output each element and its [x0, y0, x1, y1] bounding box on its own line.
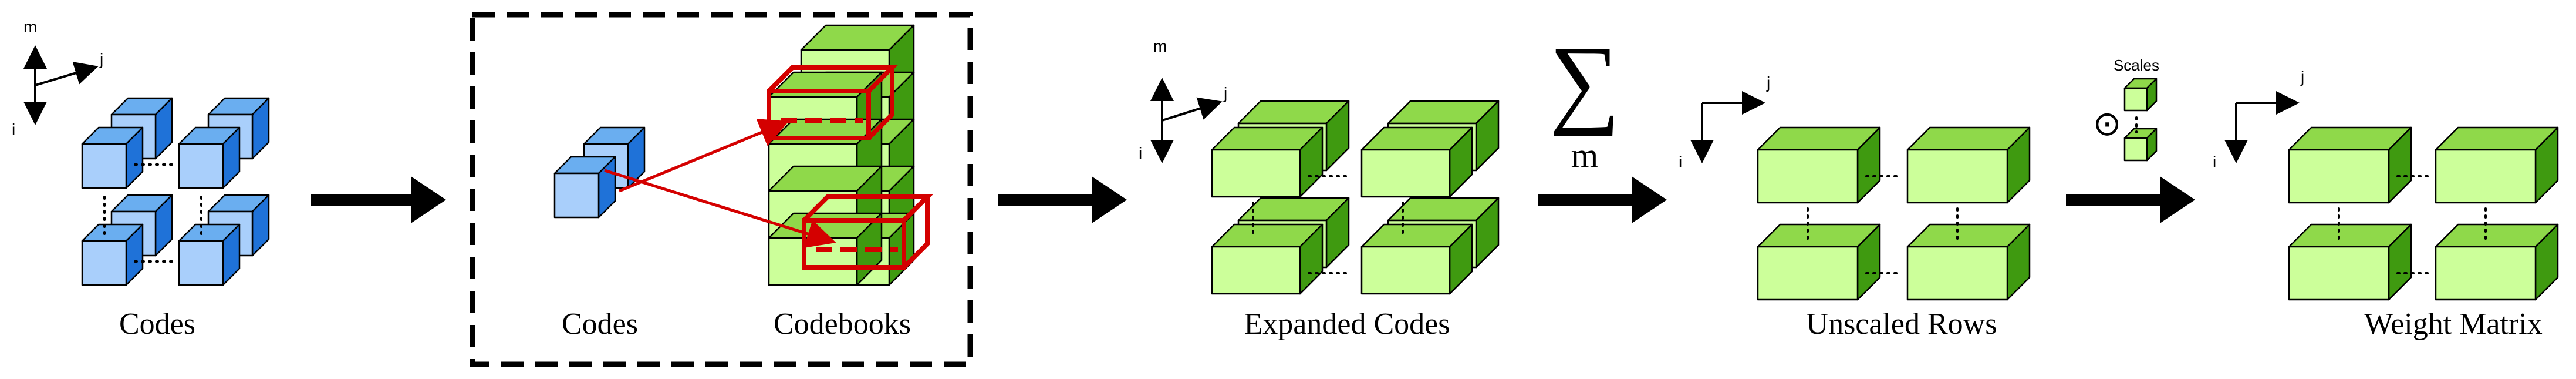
expanded-code-block	[1211, 223, 1324, 295]
unscaled-rows-label: Unscaled Rows	[1807, 307, 1997, 341]
scale-cube	[2123, 128, 2158, 162]
weight-row-block	[2288, 126, 2412, 204]
axis-i-label: i	[1139, 144, 1142, 162]
code-cube	[178, 126, 241, 189]
scales-label: Scales	[2114, 56, 2159, 74]
unscaled-rows-grid	[1757, 126, 2031, 301]
axes-unscaled	[1690, 91, 1765, 163]
weight-row-block	[2435, 223, 2559, 301]
hadamard-operator: ⊙	[2093, 105, 2122, 143]
axis-i-label: i	[1679, 153, 1682, 171]
codebooks-stack	[768, 24, 915, 286]
arrow-lookup-to-expanded	[998, 176, 1127, 223]
code-cube	[81, 126, 144, 189]
code-cube	[81, 223, 144, 286]
sum-symbol: ∑	[1549, 26, 1620, 136]
codebooks-label: Codebooks	[774, 307, 911, 341]
lookup-codes-label: Codes	[562, 307, 638, 341]
weight-matrix-label: Weight Matrix	[2364, 307, 2542, 341]
unscaled-row-block	[1906, 223, 2031, 301]
axis-j-label: j	[1223, 84, 1227, 102]
weight-matrix-grid	[2288, 126, 2559, 301]
code-cube	[110, 194, 173, 257]
expanded-codes-grid	[1211, 100, 1500, 295]
codes-cube-grid	[81, 97, 270, 286]
axis-i-label: i	[12, 120, 15, 139]
lookup-dashed-box	[470, 12, 973, 367]
axis-j-label: j	[1766, 73, 1770, 92]
lookup-arrows	[604, 119, 836, 248]
axis-m-label: m	[1153, 37, 1167, 55]
scale-cube	[2123, 78, 2158, 112]
weight-row-block	[2288, 223, 2412, 301]
unscaled-row-block	[1906, 126, 2031, 204]
axis-i-label: i	[2213, 153, 2216, 171]
arrow-unscaled-to-weight	[2066, 176, 2195, 223]
weight-row-block	[2435, 126, 2559, 204]
arrow-expanded-to-unscaled	[1538, 176, 1667, 223]
expanded-code-block	[1360, 223, 1473, 295]
axis-j-label: j	[99, 50, 103, 68]
code-cube	[178, 223, 241, 286]
axes-expanded	[1150, 78, 1223, 163]
scales-cubes	[2123, 78, 2158, 162]
expanded-code-block	[1211, 126, 1324, 198]
expanded-codes-label: Expanded Codes	[1244, 307, 1450, 341]
axes-weight	[2224, 91, 2300, 163]
sum-index-m: m	[1571, 136, 1599, 175]
codes-label: Codes	[119, 307, 195, 341]
code-cube	[553, 156, 616, 219]
expanded-code-block	[1360, 126, 1473, 198]
lookup-codes-cubes	[553, 126, 646, 219]
unscaled-row-block	[1757, 223, 1881, 301]
axis-m-label: m	[23, 18, 37, 36]
unscaled-row-block	[1757, 126, 1881, 204]
arrow-codes-to-lookup	[311, 176, 446, 223]
axis-j-label: j	[2300, 68, 2304, 86]
axes-codes	[23, 45, 99, 125]
